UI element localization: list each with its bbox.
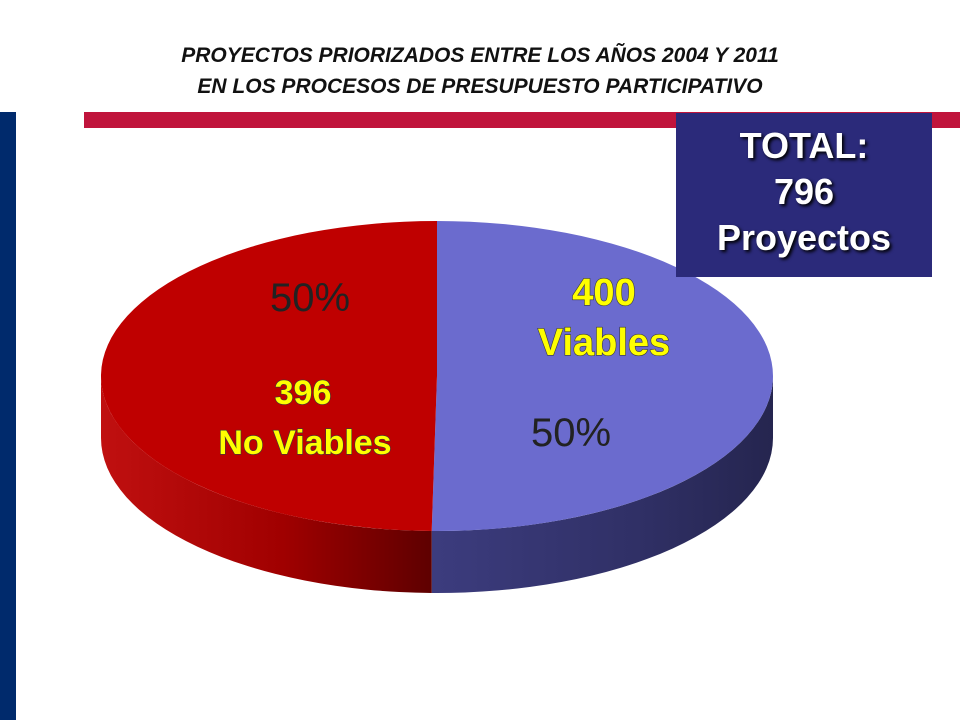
title-line-1: PROYECTOS PRIORIZADOS ENTRE LOS AÑOS 200… bbox=[181, 44, 779, 67]
total-value: 796 bbox=[773, 171, 835, 212]
pie-slice-viables bbox=[431, 221, 773, 531]
total-label: TOTAL: bbox=[739, 125, 869, 166]
total-unit: Proyectos bbox=[716, 217, 892, 258]
pct-label-no-viables: 50% bbox=[270, 276, 350, 320]
pie-slice-no-viables bbox=[100, 221, 438, 531]
chart-title: PROYECTOS PRIORIZADOS ENTRE LOS AÑOS 200… bbox=[0, 40, 960, 102]
pie-side-no-viables bbox=[101, 376, 432, 593]
count-label-viables: 400 bbox=[572, 272, 635, 314]
pie-side-viables bbox=[431, 376, 773, 593]
title-line-2: EN LOS PROCESOS DE PRESUPUESTO PARTICIPA… bbox=[197, 75, 763, 98]
left-accent-bar bbox=[0, 112, 16, 720]
pct-label-viables: 50% bbox=[531, 411, 611, 455]
category-label-viables: Viables bbox=[538, 322, 670, 364]
category-label-no-viables: No Viables bbox=[218, 424, 391, 462]
count-label-no-viables: 396 bbox=[275, 374, 332, 412]
total-box: TOTAL: 796 Proyectos bbox=[676, 113, 932, 277]
